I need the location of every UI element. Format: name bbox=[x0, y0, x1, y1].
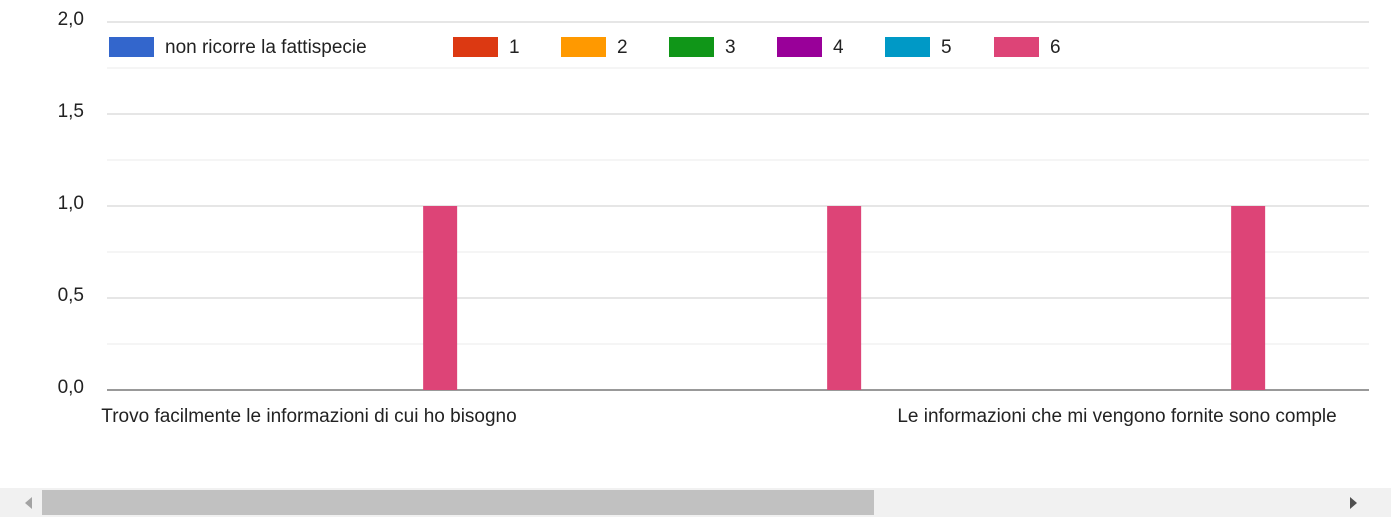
legend-swatch bbox=[669, 37, 714, 57]
bar bbox=[423, 206, 458, 390]
x-tick-label: Trovo facilmente le informazioni di cui … bbox=[101, 406, 516, 427]
legend-label: 1 bbox=[509, 37, 520, 58]
x-tick-label: Le informazioni che mi vengono fornite s… bbox=[897, 406, 1336, 427]
legend-swatch bbox=[994, 37, 1039, 57]
scroll-left[interactable] bbox=[25, 497, 32, 509]
scroll-thumb[interactable] bbox=[42, 490, 874, 515]
legend-swatch bbox=[453, 37, 498, 57]
y-tick-label: 1,5 bbox=[58, 101, 84, 122]
legend-swatch bbox=[109, 37, 154, 57]
scrollbar[interactable] bbox=[0, 488, 1391, 517]
legend-label: non ricorre la fattispecie bbox=[165, 37, 367, 58]
legend-swatch bbox=[885, 37, 930, 57]
y-tick-label: 2,0 bbox=[58, 9, 84, 30]
scroll-right[interactable] bbox=[1350, 497, 1357, 509]
legend-label: 6 bbox=[1050, 37, 1061, 58]
y-tick-label: 0,0 bbox=[58, 377, 84, 398]
legend-label: 4 bbox=[833, 37, 844, 58]
legend-swatch bbox=[777, 37, 822, 57]
y-tick-label: 1,0 bbox=[58, 193, 84, 214]
bar bbox=[827, 206, 862, 390]
legend-label: 2 bbox=[617, 37, 628, 58]
legend-label: 5 bbox=[941, 37, 952, 58]
bar bbox=[1231, 206, 1266, 390]
y-tick-label: 0,5 bbox=[58, 285, 84, 306]
legend-swatch bbox=[561, 37, 606, 57]
legend-label: 3 bbox=[725, 37, 736, 58]
